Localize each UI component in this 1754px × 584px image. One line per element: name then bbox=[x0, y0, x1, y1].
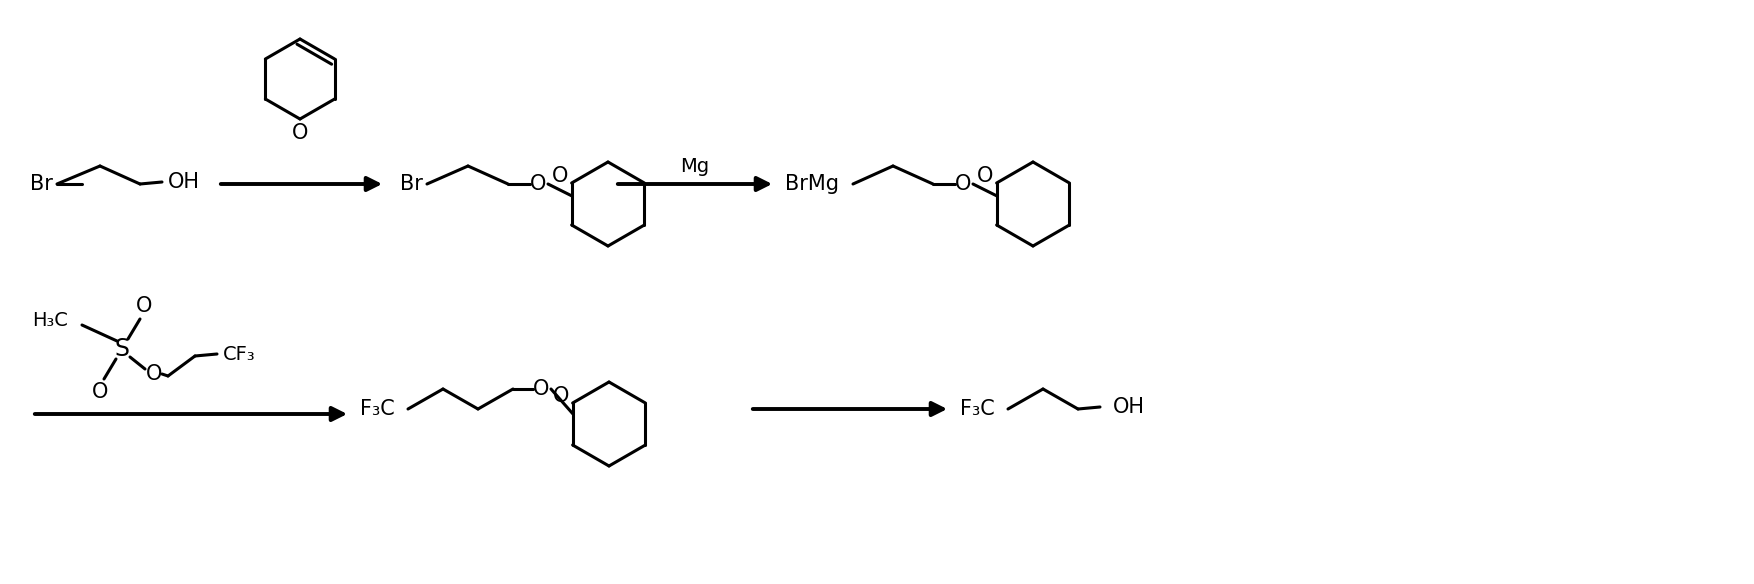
Text: O: O bbox=[533, 379, 549, 399]
Text: OH: OH bbox=[1114, 397, 1145, 417]
Text: F₃C: F₃C bbox=[360, 399, 395, 419]
Text: H₃C: H₃C bbox=[32, 311, 68, 331]
Text: Br: Br bbox=[30, 174, 53, 194]
Text: O: O bbox=[553, 166, 568, 186]
Text: CF₃: CF₃ bbox=[223, 345, 256, 363]
Text: O: O bbox=[977, 166, 993, 186]
Text: S: S bbox=[114, 337, 130, 361]
Text: O: O bbox=[135, 296, 153, 316]
Text: O: O bbox=[91, 382, 109, 402]
Text: O: O bbox=[291, 123, 309, 143]
Text: Br: Br bbox=[400, 174, 423, 194]
Text: O: O bbox=[530, 174, 545, 194]
Text: F₃C: F₃C bbox=[959, 399, 995, 419]
Text: OH: OH bbox=[168, 172, 200, 192]
Text: BrMg: BrMg bbox=[786, 174, 838, 194]
Text: O: O bbox=[553, 387, 570, 406]
Text: O: O bbox=[146, 364, 161, 384]
Text: O: O bbox=[954, 174, 972, 194]
Text: Mg: Mg bbox=[681, 157, 710, 176]
